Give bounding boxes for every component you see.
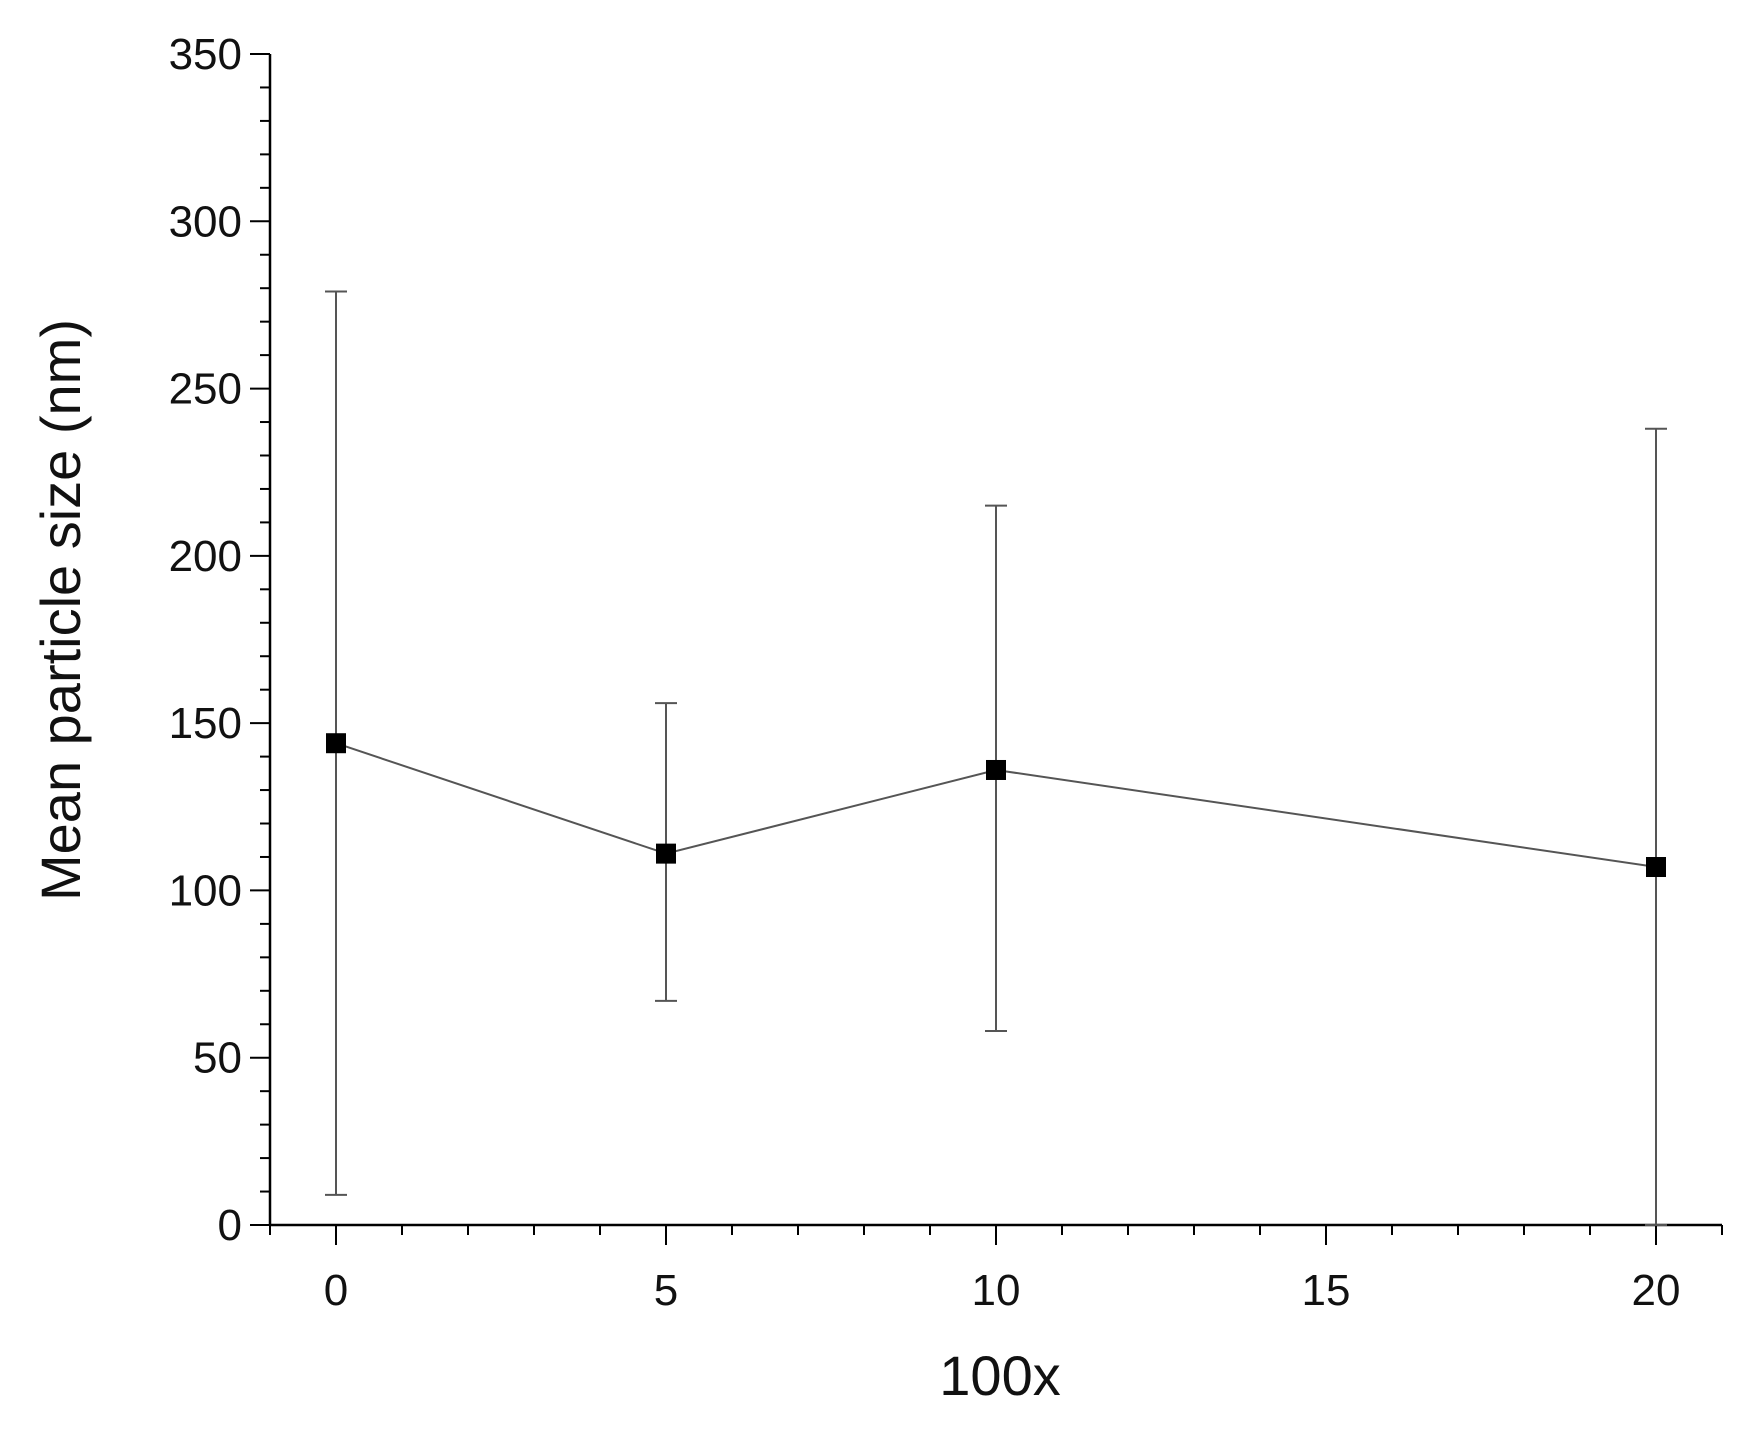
y-tick-label: 250 [169, 365, 242, 414]
data-point [1646, 857, 1666, 878]
data-point [986, 759, 1006, 780]
data-point [326, 733, 346, 754]
y-tick-label: 100 [169, 866, 242, 915]
data-point [656, 843, 676, 864]
x-tick-label: 15 [1302, 1266, 1351, 1315]
x-tick-label: 10 [972, 1266, 1021, 1315]
series-line [335, 742, 1657, 868]
x-axis-title: 100x [939, 1344, 1060, 1407]
x-tick-label: 20 [1632, 1266, 1681, 1315]
y-tick-label: 350 [169, 30, 242, 79]
y-tick-label: 0 [218, 1201, 242, 1250]
plot-area: 0 50 100 150 200 250 300 350 0 5 10 15 20 [169, 30, 1723, 1315]
y-tick-label: 300 [169, 197, 242, 246]
y-tick-label: 200 [169, 532, 242, 581]
x-tick-label: 0 [324, 1266, 348, 1315]
y-tick-label: 150 [169, 699, 242, 748]
y-axis-title: Mean particle size (nm) [29, 319, 92, 901]
y-tick-label: 50 [193, 1034, 242, 1083]
x-tick-label: 5 [654, 1266, 678, 1315]
